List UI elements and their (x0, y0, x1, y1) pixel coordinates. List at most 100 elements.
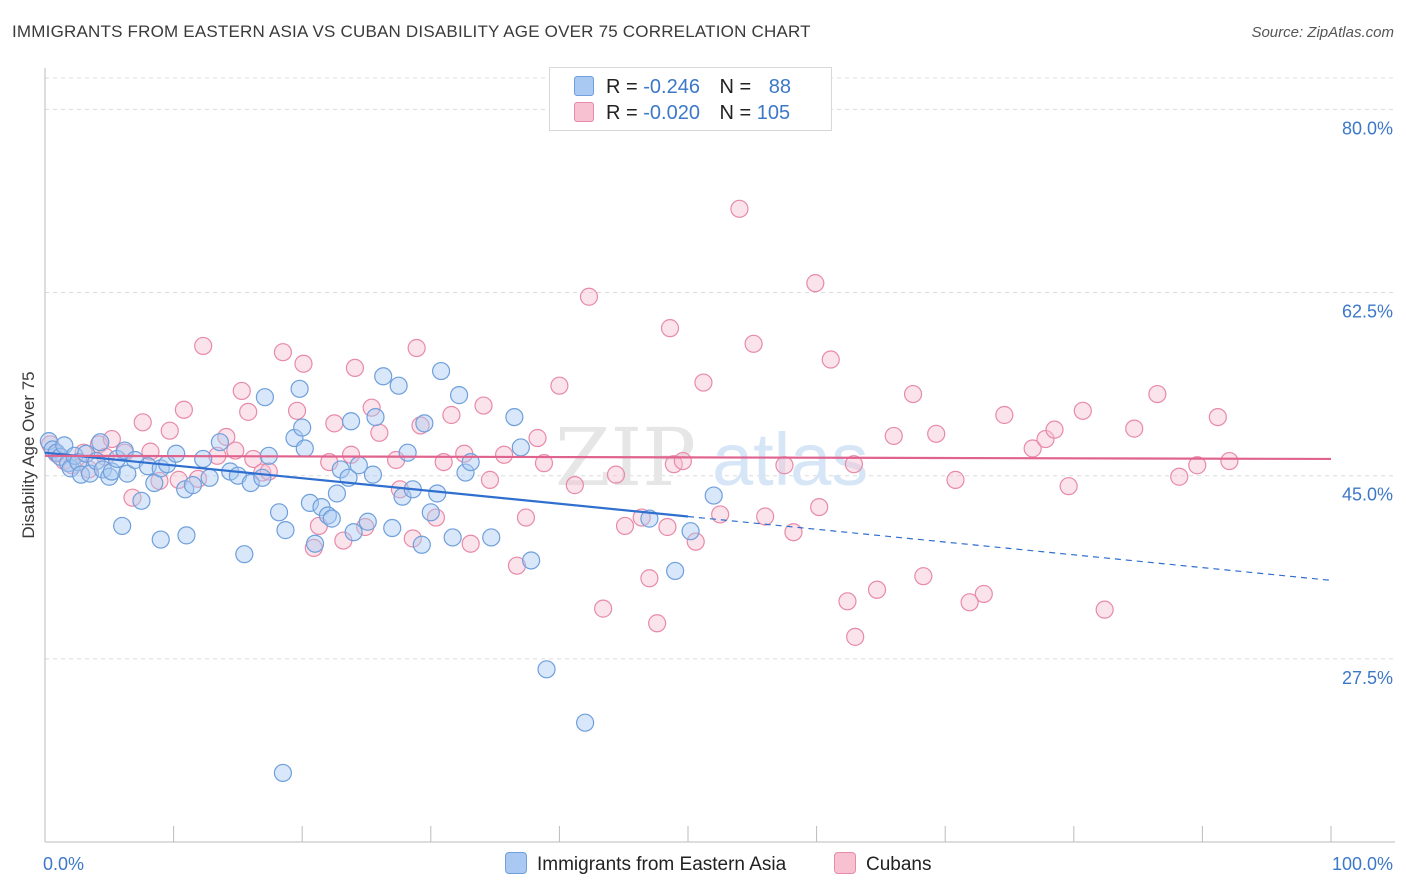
data-point (294, 354, 313, 373)
data-point (113, 516, 132, 536)
legend-row-eastern-asia: R = -0.246 N = 88 (574, 76, 791, 100)
data-point (226, 441, 245, 460)
data-point (407, 338, 426, 358)
data-point (1188, 456, 1207, 475)
data-point (305, 534, 325, 553)
data-point (516, 508, 536, 527)
data-point (1208, 407, 1227, 427)
data-point (194, 449, 213, 469)
y-tick-label: 80.0% (1342, 118, 1393, 138)
data-point (1045, 420, 1064, 439)
chart-title: IMMIGRANTS FROM EASTERN ASIA VS CUBAN DI… (12, 22, 811, 41)
data-point (287, 401, 307, 420)
data-point (974, 584, 993, 604)
y-axis-label: Disability Age Over 75 (19, 371, 38, 538)
data-point (606, 465, 626, 484)
bottom-legend-cubans: Cubans (834, 852, 932, 876)
tick-labels: 27.5% 45.0% 62.5% 80.0% 0.0% 100.0% (43, 118, 1393, 874)
data-point (914, 567, 933, 586)
data-point (133, 413, 152, 432)
chart-source: Source: ZipAtlas.com (1251, 24, 1394, 41)
data-point (1023, 439, 1042, 458)
data-point (239, 402, 258, 421)
data-point (421, 503, 440, 522)
data-point (756, 507, 775, 526)
data-point (244, 449, 263, 469)
trend-line-eastern-asia-extrapolated (687, 515, 1332, 581)
data-point (253, 468, 272, 487)
data-point (322, 509, 341, 528)
data-point (903, 384, 923, 404)
data-point (442, 405, 461, 425)
data-point (550, 376, 569, 395)
bottom-legend-label-eastern-asia: Immigrants from Eastern Asia (537, 854, 787, 875)
data-point (366, 407, 385, 427)
data-point (810, 497, 829, 517)
data-point (565, 476, 584, 495)
data-point (383, 518, 402, 538)
data-point (482, 528, 501, 547)
data-point (660, 319, 680, 338)
data-point (443, 528, 462, 547)
data-point (648, 614, 667, 633)
data-point (431, 361, 451, 381)
data-point (325, 414, 344, 433)
data-point (415, 414, 434, 433)
data-point (480, 470, 500, 489)
y-tick-label: 27.5% (1342, 668, 1393, 688)
data-point (169, 470, 188, 489)
data-point (167, 444, 186, 463)
data-point (412, 535, 431, 554)
data-point (374, 367, 393, 386)
bottom-legend-swatch-eastern-asia (505, 852, 527, 874)
legend-swatch-cubans (574, 102, 594, 122)
data-point (194, 336, 213, 356)
data-point (694, 373, 713, 392)
data-point (884, 426, 903, 446)
data-point (327, 484, 347, 503)
data-point (235, 545, 254, 564)
data-point (1095, 600, 1114, 619)
data-point (960, 593, 979, 612)
data-point (594, 599, 613, 618)
x-tick-label: 100.0% (1332, 854, 1393, 874)
data-point (273, 343, 293, 362)
data-point (255, 388, 275, 407)
data-point (295, 439, 314, 458)
data-point (232, 381, 251, 401)
data-point (151, 530, 170, 549)
data-point (528, 428, 547, 448)
data-point (403, 529, 422, 548)
data-point (704, 486, 723, 505)
legend-swatch-eastern-asia (574, 76, 594, 96)
data-point (730, 199, 749, 218)
data-point (118, 464, 137, 483)
data-point (290, 379, 309, 398)
data-point (200, 468, 219, 487)
data-point (300, 493, 320, 513)
legend-n-label: N = (719, 102, 752, 124)
data-point (579, 287, 599, 306)
data-point (673, 451, 692, 471)
data-point (345, 358, 365, 378)
legend-n-value: 88 (768, 76, 792, 98)
data-point (362, 398, 381, 417)
data-point (946, 470, 965, 489)
data-point (461, 534, 480, 553)
data-point (102, 429, 121, 449)
data-point (428, 484, 447, 503)
data-point (927, 424, 946, 443)
data-point (174, 400, 193, 419)
data-point (522, 551, 541, 570)
data-point (210, 433, 229, 452)
data-point (666, 561, 685, 581)
data-point (132, 491, 151, 510)
data-point (91, 433, 110, 452)
data-point (658, 517, 677, 537)
data-point (775, 456, 794, 475)
data-point (1170, 467, 1189, 486)
axes (44, 68, 1395, 843)
data-point (370, 423, 389, 442)
data-point (456, 463, 475, 482)
data-point (269, 503, 289, 522)
